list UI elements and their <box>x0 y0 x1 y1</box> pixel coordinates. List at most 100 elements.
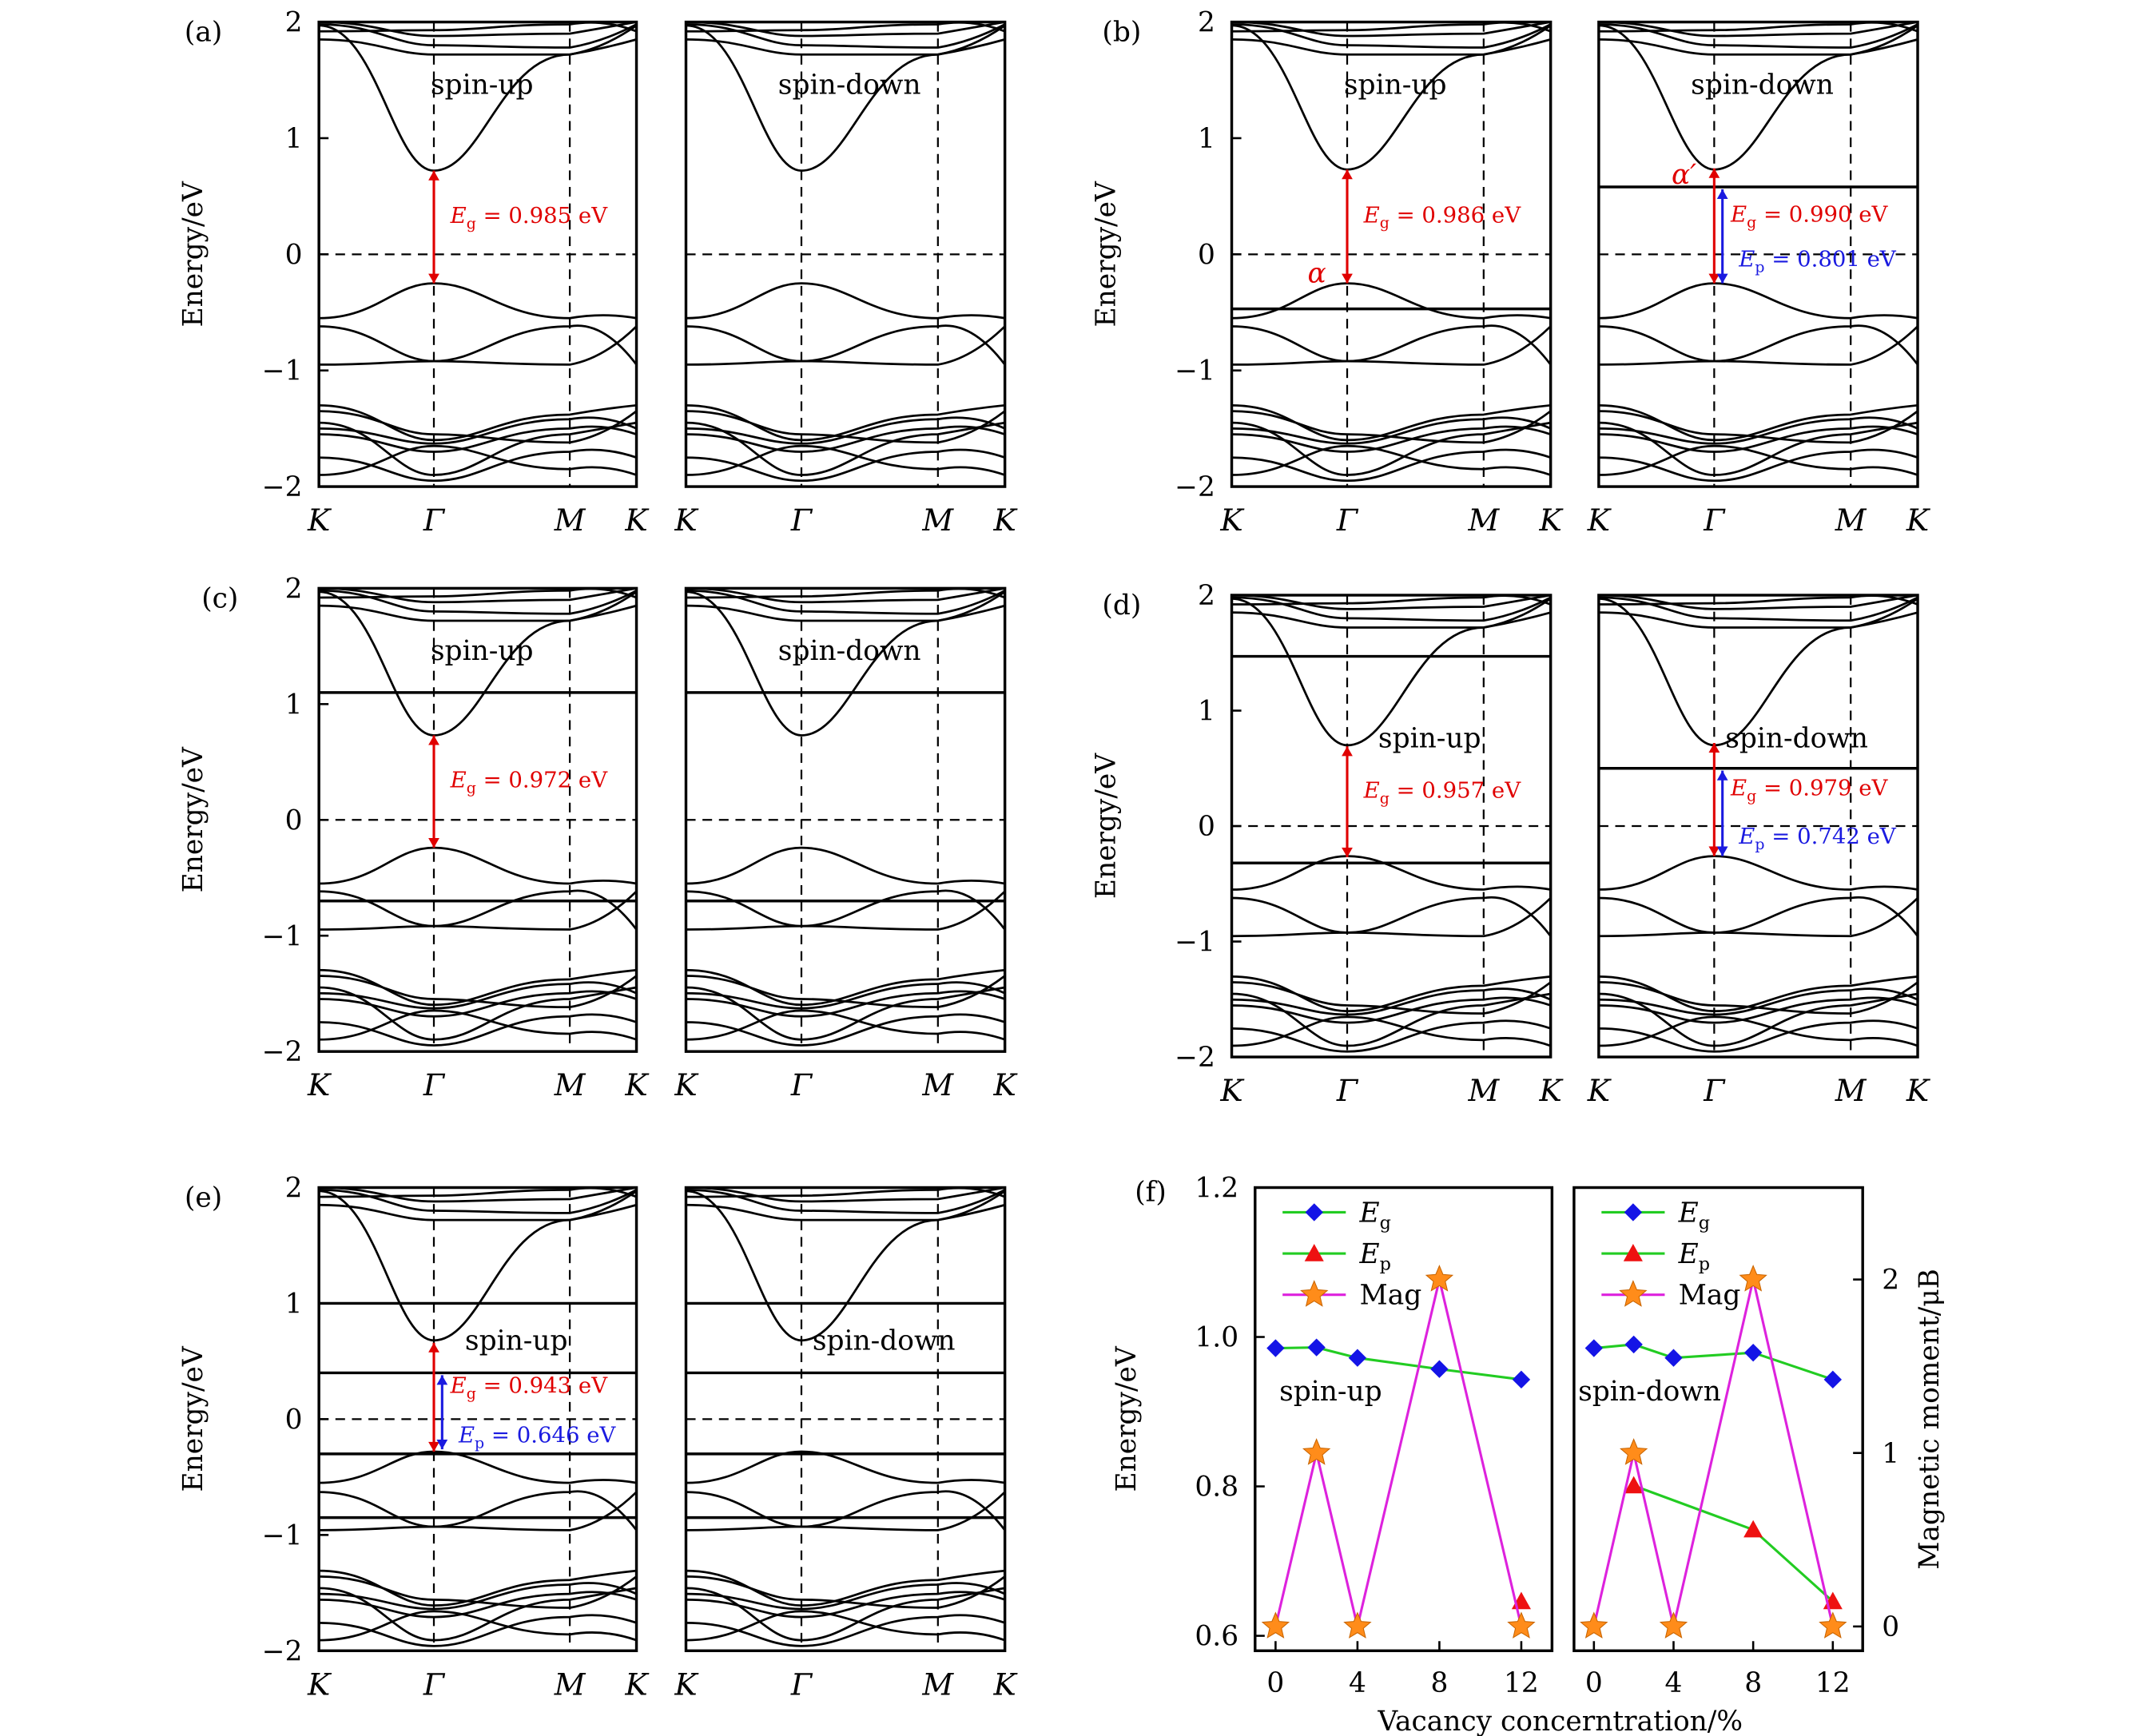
eg-marker <box>1664 1349 1683 1367</box>
ep-marker <box>1304 1244 1324 1261</box>
ep-marker <box>1743 1519 1763 1538</box>
conduction-band <box>319 38 637 56</box>
valence-band <box>319 325 637 366</box>
y-tick-label: 0 <box>1198 811 1215 843</box>
k-label: K <box>993 1666 1019 1702</box>
y-tick-label: 2 <box>285 1173 303 1205</box>
spin-label: spin-down <box>778 635 921 667</box>
k-label: K <box>307 1067 332 1102</box>
state-marker: α <box>1308 257 1326 289</box>
conduction-band <box>1231 611 1551 629</box>
k-label: M <box>921 503 954 538</box>
bands <box>1231 22 1551 483</box>
panel-label: (d) <box>1102 590 1141 622</box>
valence-band <box>319 846 637 885</box>
arrow-head <box>428 838 439 848</box>
k-label: K <box>993 1067 1019 1102</box>
valence-band <box>319 444 637 476</box>
right-subplot: spin-down K Γ M K <box>674 20 1019 538</box>
k-label: K <box>307 1666 332 1702</box>
valence-band <box>319 889 637 931</box>
conduction-band <box>686 1203 1005 1222</box>
k-label: Γ <box>1336 1073 1359 1108</box>
spin-label: spin-down <box>1578 1376 1721 1408</box>
valence-band <box>686 1569 1005 1607</box>
arrow-head <box>436 1440 448 1450</box>
y-tick-label: 0 <box>285 1404 303 1436</box>
valence-band <box>1598 448 1918 483</box>
left-subplot: spin-up K Γ M K Eg = 0.957 eV <box>1219 594 1564 1108</box>
valence-band <box>1598 1019 1918 1053</box>
valence-band <box>686 416 1005 445</box>
conduction-band <box>1598 23 1918 49</box>
y-axis-label: Energy/eV <box>1111 1345 1143 1492</box>
valence-band <box>1598 325 1918 366</box>
k-label: M <box>921 1666 954 1702</box>
k-label: M <box>921 1067 954 1102</box>
x-axis-label: Vacancy concerntration/% <box>1377 1706 1743 1736</box>
k-label: M <box>554 1067 586 1102</box>
y-tick-label: 0 <box>1198 239 1215 271</box>
y-tick-label: −1 <box>262 1519 303 1551</box>
valence-band <box>319 968 637 1007</box>
y-axis-label: Energy/eV <box>1090 753 1122 899</box>
axes-frame <box>684 1186 1007 1653</box>
arrow-head <box>1716 846 1728 856</box>
valence-band <box>1598 896 1918 938</box>
valence-band <box>686 1575 1005 1609</box>
valence-band <box>319 981 637 1010</box>
eg-marker <box>1743 1343 1763 1362</box>
left-subplot: spin-up K Γ M K Eg = 0.985 eV <box>307 20 650 538</box>
valence-band <box>319 1013 637 1047</box>
valence-band <box>686 425 1005 453</box>
gap-annotation: Eg = 0.957 eV <box>1363 778 1522 808</box>
conduction-band <box>319 22 637 38</box>
eg-marker <box>1512 1370 1531 1389</box>
valence-band <box>1598 444 1918 476</box>
y-axis-label: Energy/eV <box>177 181 209 327</box>
k-label: Γ <box>790 1666 813 1702</box>
bands <box>319 1187 637 1647</box>
mag-marker <box>1507 1611 1536 1639</box>
arrow-head <box>1716 770 1728 781</box>
valence-band <box>319 1009 637 1041</box>
conduction-band <box>1231 38 1551 56</box>
gap-annotation: Eg = 0.990 eV <box>1730 202 1889 232</box>
y-tick-label: 0 <box>285 804 303 836</box>
eg-line <box>1593 1343 1834 1381</box>
k-label: K <box>674 1067 699 1102</box>
valence-band <box>1598 981 1918 1015</box>
panel-f: (f) Energy/eV Magnetic moment/μB Vacancy co… <box>1111 1173 1946 1736</box>
valence-band <box>1231 987 1551 1016</box>
valence-band <box>1231 996 1551 1024</box>
conduction-band <box>1231 22 1551 38</box>
spin-label: spin-up <box>431 70 534 101</box>
gap-annotation: Ep = 0.646 eV <box>458 1423 617 1452</box>
valence-band <box>319 421 637 476</box>
x-tick-label: 4 <box>1349 1667 1366 1699</box>
axes-frame <box>684 20 1007 488</box>
conduction-band <box>686 1187 1005 1203</box>
valence-band <box>319 990 637 1018</box>
arrow-head <box>1342 746 1353 757</box>
gap-annotation: Eg = 0.979 eV <box>1730 776 1889 805</box>
axes-frame <box>1572 1186 1864 1653</box>
bands <box>1598 22 1918 483</box>
valence-band <box>686 1490 1005 1531</box>
bands <box>319 588 637 1047</box>
y-tick-label: −2 <box>1175 471 1215 503</box>
k-label: K <box>1906 1073 1931 1108</box>
k-label: K <box>1539 1073 1564 1108</box>
valence-band <box>1598 425 1918 453</box>
valence-band <box>1231 975 1551 1013</box>
x-tick-label: 0 <box>1585 1667 1603 1699</box>
gap-annotation: Eg = 0.943 eV <box>450 1373 609 1403</box>
bands <box>686 588 1005 1047</box>
spin-label: spin-down <box>778 70 921 101</box>
conduction-band <box>1598 22 1918 38</box>
conduction-band <box>319 604 637 622</box>
conduction-band <box>1598 611 1918 629</box>
valence-band <box>686 1591 1005 1619</box>
valence-band <box>319 1490 637 1531</box>
